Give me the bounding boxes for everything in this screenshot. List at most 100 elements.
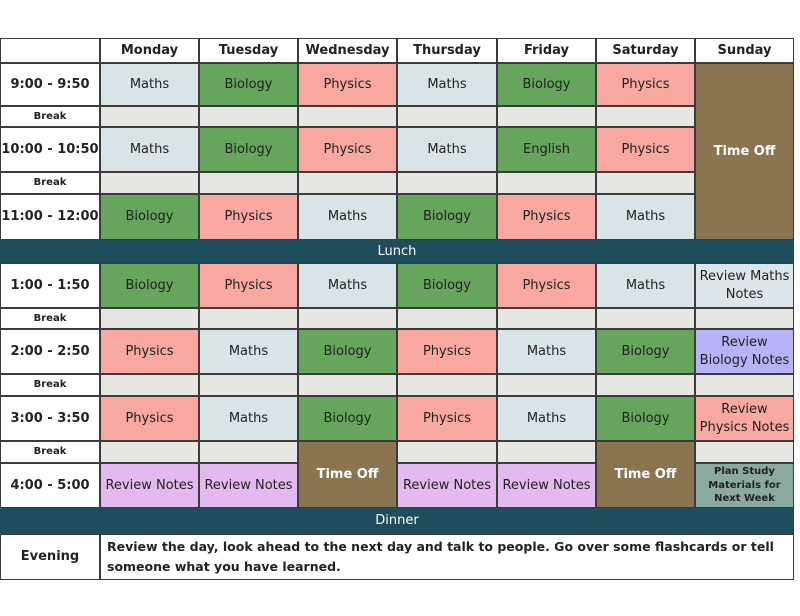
session-cell: Biology	[497, 63, 596, 106]
break-label: Break	[0, 308, 100, 329]
break-label: Break	[0, 172, 100, 194]
session-cell: Review Notes	[100, 463, 199, 508]
break-label: Break	[0, 374, 100, 396]
break-cell	[596, 374, 695, 396]
session-cell: Review Physics Notes	[695, 396, 794, 441]
day-header-monday: Monday	[100, 38, 199, 63]
session-cell: Review Notes	[397, 463, 497, 508]
session-cell: Time Off	[695, 63, 794, 240]
break-cell	[695, 441, 794, 463]
session-cell: Physics	[298, 127, 397, 172]
break-cell	[397, 106, 497, 127]
session-cell: Maths	[596, 263, 695, 308]
break-cell	[497, 172, 596, 194]
time-slot-label: 11:00 - 12:00	[0, 194, 100, 240]
break-cell	[199, 441, 298, 463]
break-cell	[497, 441, 596, 463]
session-cell: Physics	[199, 194, 298, 240]
break-cell	[497, 106, 596, 127]
break-cell	[199, 374, 298, 396]
session-cell: Maths	[199, 329, 298, 374]
break-cell	[695, 308, 794, 329]
time-slot-label: 9:00 - 9:50	[0, 63, 100, 106]
dinner-band: Dinner	[0, 508, 794, 534]
evening-label: Evening	[0, 534, 100, 580]
session-cell: Physics	[596, 63, 695, 106]
break-cell	[497, 308, 596, 329]
session-cell: Time Off	[298, 441, 397, 508]
session-cell: Physics	[298, 63, 397, 106]
session-cell: Maths	[397, 63, 497, 106]
session-cell: Biology	[100, 263, 199, 308]
session-cell: Time Off	[596, 441, 695, 508]
session-cell: Physics	[100, 329, 199, 374]
break-cell	[298, 172, 397, 194]
break-cell	[100, 106, 199, 127]
session-cell: Review Biology Notes	[695, 329, 794, 374]
session-cell: Biology	[298, 329, 397, 374]
break-cell	[100, 441, 199, 463]
session-cell: Biology	[199, 63, 298, 106]
session-cell: Plan Study Materials for Next Week	[695, 463, 794, 508]
break-cell	[100, 172, 199, 194]
lunch-band: Lunch	[0, 240, 794, 263]
session-cell: Physics	[397, 396, 497, 441]
day-header-friday: Friday	[497, 38, 596, 63]
day-header-tuesday: Tuesday	[199, 38, 298, 63]
break-cell	[199, 172, 298, 194]
session-cell: Maths	[397, 127, 497, 172]
session-cell: Physics	[497, 263, 596, 308]
time-slot-label: 10:00 - 10:50	[0, 127, 100, 172]
break-cell	[100, 308, 199, 329]
session-cell: Maths	[497, 329, 596, 374]
break-cell	[397, 441, 497, 463]
break-cell	[695, 374, 794, 396]
session-cell: Maths	[497, 396, 596, 441]
session-cell: Biology	[298, 396, 397, 441]
break-cell	[397, 308, 497, 329]
session-cell: Review Maths Notes	[695, 263, 794, 308]
session-cell: Biology	[596, 396, 695, 441]
session-cell: Maths	[298, 263, 397, 308]
break-cell	[596, 308, 695, 329]
session-cell: Maths	[100, 127, 199, 172]
break-label: Break	[0, 106, 100, 127]
time-slot-label: 3:00 - 3:50	[0, 396, 100, 441]
day-header-saturday: Saturday	[596, 38, 695, 63]
break-cell	[397, 374, 497, 396]
session-cell: Review Notes	[497, 463, 596, 508]
break-cell	[596, 106, 695, 127]
day-header-thursday: Thursday	[397, 38, 497, 63]
time-slot-label: 2:00 - 2:50	[0, 329, 100, 374]
break-cell	[100, 374, 199, 396]
session-cell: Biology	[596, 329, 695, 374]
break-cell	[298, 374, 397, 396]
break-cell	[298, 106, 397, 127]
evening-text: Review the day, look ahead to the next d…	[100, 534, 794, 580]
session-cell: Biology	[199, 127, 298, 172]
break-cell	[298, 308, 397, 329]
session-cell: English	[497, 127, 596, 172]
session-cell: Biology	[397, 263, 497, 308]
header-corner	[0, 38, 100, 63]
session-cell: Maths	[298, 194, 397, 240]
day-header-sunday: Sunday	[695, 38, 794, 63]
session-cell: Maths	[596, 194, 695, 240]
day-header-wednesday: Wednesday	[298, 38, 397, 63]
session-cell: Physics	[397, 329, 497, 374]
session-cell: Physics	[100, 396, 199, 441]
break-cell	[596, 172, 695, 194]
session-cell: Review Notes	[199, 463, 298, 508]
session-cell: Physics	[596, 127, 695, 172]
session-cell: Biology	[100, 194, 199, 240]
break-label: Break	[0, 441, 100, 463]
break-cell	[199, 308, 298, 329]
session-cell: Physics	[497, 194, 596, 240]
time-slot-label: 1:00 - 1:50	[0, 263, 100, 308]
break-cell	[199, 106, 298, 127]
session-cell: Maths	[100, 63, 199, 106]
session-cell: Maths	[199, 396, 298, 441]
break-cell	[397, 172, 497, 194]
time-slot-label: 4:00 - 5:00	[0, 463, 100, 508]
